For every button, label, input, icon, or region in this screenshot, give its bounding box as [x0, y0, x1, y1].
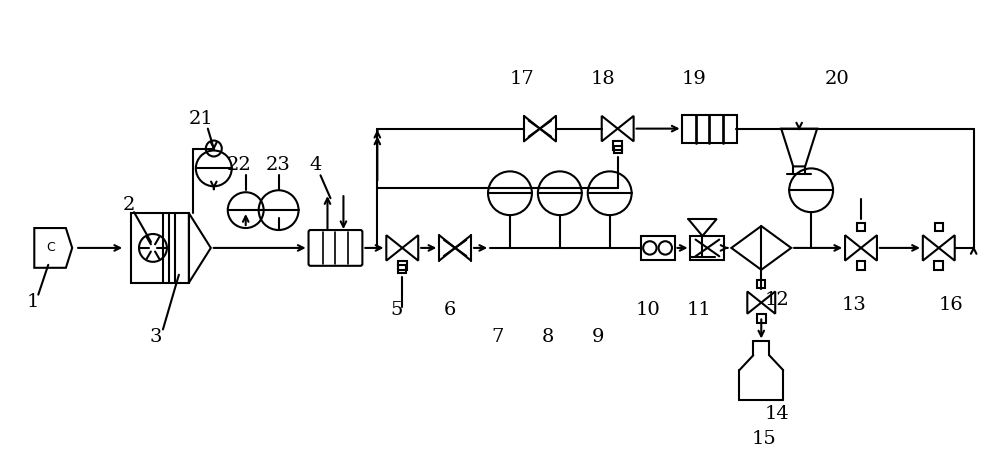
Text: 17: 17: [510, 70, 534, 88]
Text: C: C: [46, 241, 55, 255]
Bar: [682, 115, 737, 143]
Text: 18: 18: [590, 70, 615, 88]
Bar: [934, 261, 943, 270]
Text: 22: 22: [226, 156, 251, 175]
Bar: [614, 146, 622, 154]
Text: 20: 20: [825, 70, 849, 88]
Bar: [613, 141, 622, 150]
Text: 23: 23: [266, 156, 291, 175]
Bar: [641, 236, 675, 260]
Bar: [398, 265, 406, 273]
Text: 7: 7: [492, 329, 504, 346]
Text: 15: 15: [752, 430, 777, 448]
Text: 14: 14: [765, 405, 790, 423]
Bar: [398, 261, 407, 270]
Text: 16: 16: [938, 296, 963, 314]
Bar: [857, 223, 865, 231]
Text: 3: 3: [150, 329, 162, 346]
Text: 11: 11: [687, 300, 712, 319]
Text: 2: 2: [123, 196, 135, 214]
Text: 5: 5: [390, 300, 402, 319]
Text: 12: 12: [765, 291, 790, 308]
Text: 4: 4: [309, 156, 322, 175]
Text: 13: 13: [842, 296, 866, 314]
Text: 8: 8: [542, 329, 554, 346]
Bar: [857, 261, 865, 270]
Bar: [690, 236, 724, 260]
Text: 1: 1: [27, 292, 39, 311]
Bar: [131, 213, 189, 283]
Text: 19: 19: [682, 70, 707, 88]
Text: 21: 21: [188, 110, 213, 128]
Text: 9: 9: [591, 329, 604, 346]
Bar: [757, 314, 766, 322]
Bar: [757, 280, 765, 288]
Text: 10: 10: [635, 300, 660, 319]
Text: 6: 6: [444, 300, 456, 319]
Bar: [935, 223, 943, 231]
